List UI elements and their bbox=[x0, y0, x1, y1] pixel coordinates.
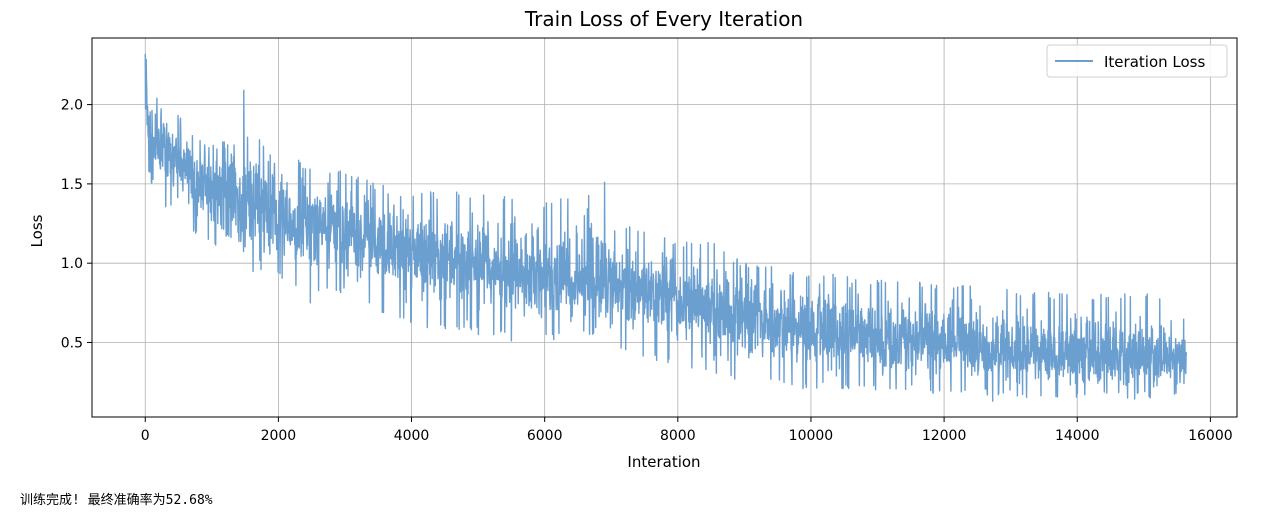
legend-box bbox=[1046, 44, 1228, 78]
x-tick-label: 16000 bbox=[1188, 428, 1233, 444]
x-tick-label: 0 bbox=[141, 428, 150, 444]
x-tick-label: 12000 bbox=[922, 428, 967, 444]
x-tick-label: 8000 bbox=[660, 428, 696, 444]
x-tick-label: 10000 bbox=[789, 428, 834, 444]
x-tick-label: 14000 bbox=[1055, 428, 1100, 444]
legend-label: Iteration Loss bbox=[1104, 53, 1205, 71]
series-line-iteration-loss bbox=[144, 53, 1188, 402]
x-axis-label: Interation bbox=[627, 453, 700, 471]
loss-chart: Train Loss of Every Iteration 0 2000 4000 6… bbox=[28, 7, 1238, 471]
loss-series bbox=[144, 53, 1188, 402]
x-tick-label: 2000 bbox=[261, 428, 297, 444]
x-tick-label: 6000 bbox=[527, 428, 563, 444]
training-complete-message: 训练完成! 最终准确率为52.68% bbox=[20, 493, 213, 508]
legend: Iteration Loss bbox=[1046, 44, 1228, 78]
y-tick-label: 2.0 bbox=[61, 98, 83, 114]
y-axis-label: Loss bbox=[28, 214, 46, 247]
y-tick-label: 1.5 bbox=[61, 177, 83, 193]
x-tick-marks: 0 2000 4000 6000 8000 10000 12000 14000 16000 bbox=[141, 417, 1233, 444]
y-tick-label: 1.0 bbox=[61, 256, 83, 272]
y-tick-marks: 0.5 1.0 1.5 2.0 bbox=[61, 98, 92, 351]
y-tick-label: 0.5 bbox=[61, 335, 83, 351]
x-tick-label: 4000 bbox=[394, 428, 430, 444]
chart-title: Train Loss of Every Iteration bbox=[524, 7, 803, 31]
plot-frame bbox=[91, 37, 1238, 418]
